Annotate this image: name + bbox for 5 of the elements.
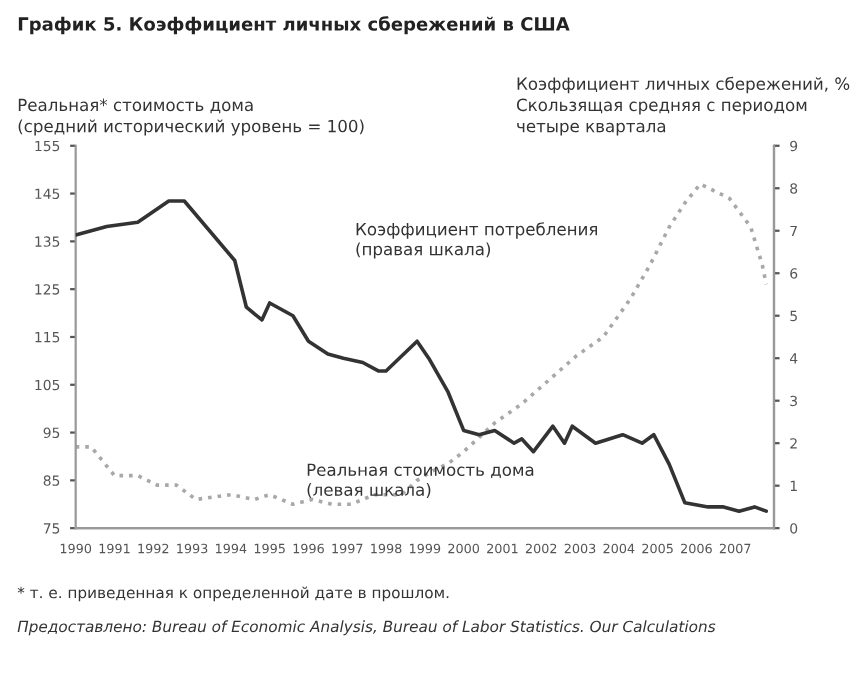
y2-axis-title: Коэффициент личных сбережений, % Скользящая средняя с периодом четыре квартала — [516, 76, 850, 136]
y-axis-title: Реальная* стоимость дома (средний исторический уровень = 100) — [18, 98, 364, 136]
annotation: Реальная стоимость дома (левая шкала) — [307, 463, 534, 498]
annotation: Коэффициент потребления (правая шкала) — [356, 222, 598, 259]
chart-title: График 5. Коэффициент личных сбережений в США — [18, 16, 570, 35]
